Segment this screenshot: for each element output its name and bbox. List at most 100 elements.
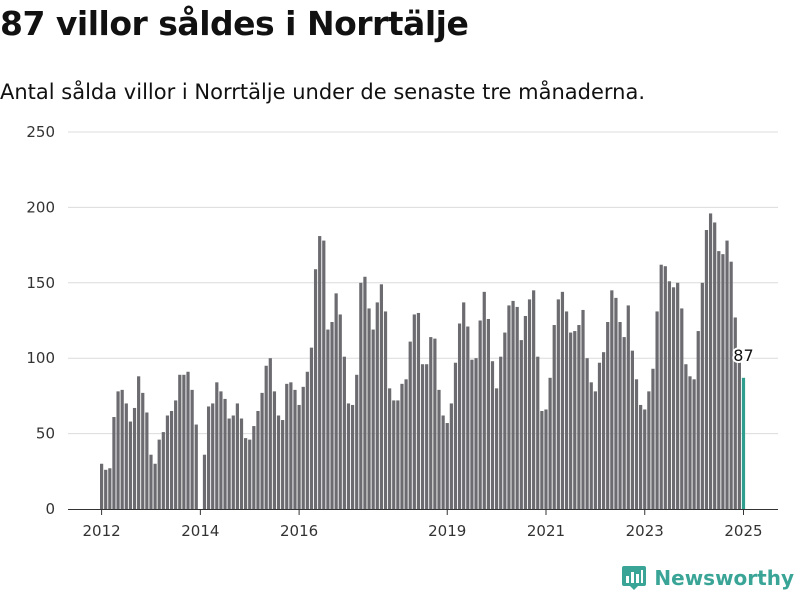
bar <box>363 276 367 509</box>
bar <box>470 359 474 509</box>
bar-highlight <box>741 377 746 509</box>
bar <box>313 269 318 509</box>
bar <box>700 282 704 509</box>
bar <box>309 347 314 509</box>
bar <box>536 356 540 509</box>
bar <box>165 415 170 509</box>
bar <box>388 388 392 509</box>
y-axis-ticks: 0 50 100 150 200 250 <box>26 123 55 518</box>
bar <box>285 383 289 509</box>
bar <box>132 407 137 509</box>
newsworthy-icon <box>622 566 647 590</box>
bar <box>112 417 116 509</box>
bar <box>264 365 268 509</box>
bar <box>169 410 174 509</box>
bar <box>425 364 429 509</box>
bar <box>573 331 577 509</box>
bar <box>260 392 264 509</box>
bar <box>412 314 416 509</box>
bar <box>100 463 104 509</box>
bar <box>178 374 182 509</box>
bar <box>231 415 235 509</box>
y-tick-label: 150 <box>26 274 55 292</box>
bar <box>717 251 721 509</box>
bar <box>577 325 581 509</box>
bar <box>704 230 709 509</box>
bar <box>252 426 256 509</box>
bar <box>684 364 688 509</box>
x-axis-ticks: 2012 2014 2016 2019 2021 2023 2025 <box>83 509 763 540</box>
bar <box>482 291 486 509</box>
bar <box>614 297 618 509</box>
bar-chart: 0 50 100 150 200 250 2012 2014 2016 2019 2021 2023… <box>26 123 778 540</box>
bar <box>194 424 198 509</box>
bar <box>367 308 371 509</box>
bar <box>499 356 503 509</box>
bar <box>511 300 515 509</box>
bar <box>206 406 211 509</box>
bar <box>416 312 421 509</box>
bar <box>696 331 700 509</box>
bar <box>622 337 626 509</box>
bar <box>272 391 277 509</box>
bar <box>659 264 663 509</box>
y-tick-label: 200 <box>26 198 55 216</box>
bar <box>256 410 260 509</box>
bar <box>338 314 342 509</box>
bar <box>593 391 597 509</box>
bar <box>120 389 124 509</box>
bar <box>149 454 153 509</box>
bar <box>157 439 161 509</box>
bar <box>293 389 297 509</box>
bar <box>634 379 639 509</box>
bar <box>322 240 326 509</box>
bar <box>268 358 272 509</box>
bar <box>729 261 733 509</box>
bar <box>733 317 737 509</box>
x-tick-label: 2021 <box>527 522 565 540</box>
bar <box>639 404 643 509</box>
bar <box>713 222 717 509</box>
bar <box>408 341 412 509</box>
bar <box>490 361 495 509</box>
bar <box>174 400 178 509</box>
bar <box>507 305 511 509</box>
bar <box>618 322 622 509</box>
data-label-latest: 87 <box>733 346 753 365</box>
bar <box>396 400 400 509</box>
bar <box>429 337 433 509</box>
bar <box>630 350 634 509</box>
bar <box>289 382 293 509</box>
bar <box>532 290 536 509</box>
bar <box>223 398 227 509</box>
bar <box>560 291 565 509</box>
bar <box>137 376 141 509</box>
bar <box>449 403 453 509</box>
y-tick-label: 0 <box>45 500 55 518</box>
bar <box>355 374 359 509</box>
y-tick-label: 50 <box>36 425 55 443</box>
bar <box>474 358 478 509</box>
bar <box>145 412 149 509</box>
bar <box>104 469 108 509</box>
bar <box>227 418 231 509</box>
y-tick-label: 250 <box>26 123 55 141</box>
data-labels: 87 <box>731 344 755 367</box>
bar <box>420 364 425 509</box>
bar <box>680 308 684 509</box>
bar <box>202 454 207 509</box>
bar <box>527 299 532 509</box>
bar <box>589 382 593 509</box>
bar <box>186 371 190 509</box>
bar <box>721 254 725 509</box>
bar <box>235 403 239 509</box>
bar <box>626 305 630 509</box>
bar <box>383 311 388 509</box>
bar <box>379 284 384 509</box>
bar <box>667 281 672 509</box>
bar <box>601 352 606 509</box>
bar <box>219 391 223 509</box>
bar <box>585 358 589 509</box>
page-subtitle: Antal sålda villor i Norrtälje under de … <box>0 80 646 104</box>
bar <box>248 439 252 509</box>
